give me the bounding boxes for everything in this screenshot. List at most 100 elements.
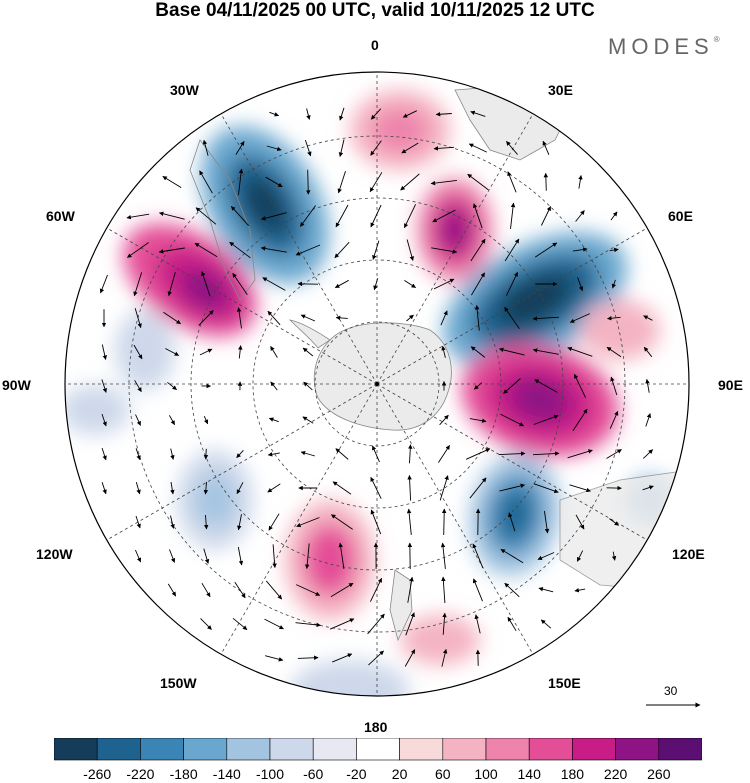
colorbar-swatch [442,738,487,761]
wind-vector [606,449,622,459]
wind-vector [267,483,281,493]
wind-vector [569,313,590,323]
wind-vector [338,542,345,569]
wind-vector [543,510,550,534]
wind-vector [645,378,650,393]
wind-vector [468,143,487,153]
wind-vector [534,242,558,258]
wind-vector [406,314,414,322]
wind-vector [134,308,142,329]
wind-vector [467,173,489,191]
wind-vector [609,518,620,526]
wind-vector [611,279,617,289]
meridian-line [106,383,378,541]
wind-vector [236,307,242,329]
colorbar [54,738,702,761]
colorbar-tick-label: 260 [647,766,671,782]
wind-vector [575,514,585,530]
anomaly-blob [290,660,410,696]
anomaly-blob [115,310,175,390]
colorbar-tick-label: -20 [346,766,367,782]
colorbar-swatch [658,738,702,761]
wind-vector [201,582,211,598]
wind-vector [373,278,379,291]
wind-vector [368,650,384,666]
colorbar-swatch [140,738,184,761]
wind-vector [169,549,176,563]
lon-label-150e: 150E [548,675,581,691]
wind-vector [304,139,312,157]
wind-vector [296,584,321,596]
wind-vector [431,247,458,254]
wind-vector [504,238,520,262]
wind-vector [442,612,447,635]
wind-vector [229,241,251,259]
wind-vector [507,616,517,632]
colorbar-tick-label: -100 [255,766,285,782]
wind-vector [203,548,210,564]
wind-vector [532,451,560,456]
wind-vector [236,482,244,495]
wind-vector [232,272,248,295]
wind-vector [469,477,487,499]
lon-label-120w: 120W [36,546,73,562]
wind-vector [498,347,525,356]
anomaly-blob [500,493,530,537]
lon-label-30e: 30E [548,82,573,98]
wind-vector [372,240,380,260]
wind-vector [577,277,584,292]
wind-vector [645,413,652,427]
lon-label-90w: 90W [2,377,31,393]
wind-vector [402,110,417,118]
wind-vector [135,481,141,495]
wind-vector [101,482,107,495]
colorbar-tick-label: 100 [474,766,498,782]
wind-vector [433,278,455,290]
wind-vector [578,174,583,189]
wind-vector [194,242,218,258]
wind-vector [267,310,281,326]
wind-vector [268,417,279,423]
wind-vector [167,381,177,391]
wind-vector [435,111,452,117]
wind-vector [195,207,217,225]
wind-vector [330,514,353,530]
wind-vector [433,146,455,151]
wind-vector [500,548,524,564]
wind-vector [572,247,588,252]
wind-vector [533,414,559,425]
antarctica-landmass [288,319,452,431]
wind-vector [167,272,176,297]
wind-vector [334,279,349,289]
meridian-line [376,383,648,541]
wind-vector [169,415,175,426]
wind-vector [408,444,413,464]
anomaly-blob [400,615,480,665]
wind-vector [472,203,483,229]
lon-label-150w: 150W [160,675,197,691]
wind-vector [265,580,283,600]
wind-vector [370,509,382,535]
wind-vector [440,542,446,569]
colorbar-swatch [528,738,573,761]
wind-vector [296,517,320,528]
colorbar-tick-label: 60 [435,766,451,782]
wind-vector [537,552,555,560]
wind-vector [567,346,593,357]
colorbar-swatch [399,738,444,761]
wind-vector [465,448,491,460]
colorbar-swatch [96,738,141,761]
wind-vector [162,176,182,188]
wind-vector [265,176,283,188]
wind-vector [473,382,482,390]
wind-vector [472,543,484,569]
wind-vector [471,272,485,296]
colorbar-tick-label: -140 [212,766,241,782]
wind-vector [330,582,354,598]
wind-vector [101,413,107,427]
colorbar-swatch [312,738,357,761]
wind-vector [470,238,486,262]
wind-vector [610,376,618,396]
wind-vector [472,578,483,602]
colorbar-swatch [269,738,314,761]
